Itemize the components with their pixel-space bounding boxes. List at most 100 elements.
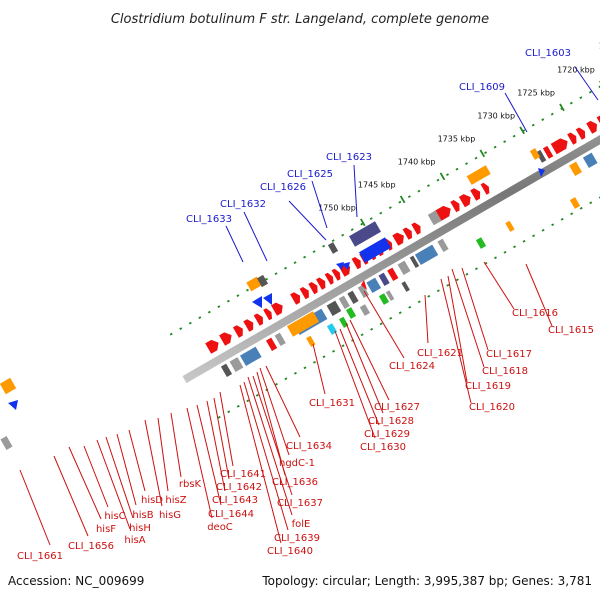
scale-dot xyxy=(246,399,250,403)
gene-label-red: hisH xyxy=(129,523,151,534)
scale-dot xyxy=(341,233,345,237)
gene-block xyxy=(378,272,390,286)
scale-dot xyxy=(427,294,431,298)
gene-arrow-forward xyxy=(308,282,318,295)
leader-line xyxy=(483,261,515,310)
gene-arrow-forward xyxy=(450,200,460,213)
leader-line xyxy=(353,164,358,218)
scale-dot xyxy=(455,167,459,171)
scale-dot xyxy=(389,316,393,320)
tick-label: 1730 kbp xyxy=(477,111,515,120)
scale-dot xyxy=(503,140,507,144)
gene-block xyxy=(359,304,370,316)
gene-block xyxy=(569,161,582,176)
scale-dot xyxy=(293,371,297,375)
leader-line xyxy=(196,404,222,506)
gene-label-red: CLI_1619 xyxy=(465,381,511,392)
scale-dot xyxy=(407,195,411,199)
leader-line xyxy=(447,275,468,383)
gene-block xyxy=(240,346,262,366)
gene-block xyxy=(569,197,581,209)
leader-line xyxy=(574,66,599,101)
leader-line xyxy=(311,180,328,229)
scale-dot xyxy=(503,250,507,254)
gene-label-red: CLI_1630 xyxy=(360,442,406,453)
gene-label-red: hisD xyxy=(141,495,163,506)
leader-line xyxy=(83,445,109,508)
gene-label-red: hisC xyxy=(104,511,125,522)
scale-dot xyxy=(579,206,583,210)
gene-arrow-reverse xyxy=(538,168,545,177)
gene-label-red: CLI_1621 xyxy=(417,348,463,359)
gene-arrow-forward xyxy=(596,115,600,124)
leader-line xyxy=(339,328,380,426)
gene-arrow-forward xyxy=(232,325,243,338)
accession-text: Accession: NC_009699 xyxy=(8,574,144,588)
tick-label: 1750 kbp xyxy=(318,203,356,212)
gene-label-red: CLI_1634 xyxy=(286,441,332,452)
gene-label-red: CLI_1624 xyxy=(389,361,435,372)
gene-label-red: CLI_1640 xyxy=(267,546,313,557)
leader-line xyxy=(243,381,289,531)
map-title: Clostridium botulinum F str. Langeland, … xyxy=(111,12,489,27)
scale-dot xyxy=(217,305,221,309)
gene-label-red: CLI_1617 xyxy=(486,349,532,360)
gene-block xyxy=(427,210,442,226)
gene-arrow-forward xyxy=(263,308,273,321)
gene-label-red: folE xyxy=(292,519,311,530)
tick-mark xyxy=(399,195,406,204)
gene-block xyxy=(366,277,382,293)
leader-line xyxy=(157,417,169,492)
scale-dot xyxy=(360,222,364,226)
gene-label-red: CLI_1661 xyxy=(17,551,63,562)
gene-block xyxy=(326,300,342,316)
scale-dot xyxy=(588,90,592,94)
scale-dot xyxy=(350,228,354,232)
gene-label-blue: CLI_1623 xyxy=(326,152,372,163)
gene-label-blue: CLI_1625 xyxy=(287,169,333,180)
gene-label-red: rbsK xyxy=(179,479,202,490)
leader-line xyxy=(213,397,230,480)
tick-mark xyxy=(519,126,525,135)
scale-dot xyxy=(417,300,421,304)
gene-label-red: CLI_1628 xyxy=(368,416,414,427)
scale-dot xyxy=(445,173,449,177)
scale-dot xyxy=(198,316,202,320)
scale-dot xyxy=(436,178,440,182)
gene-arrow-forward xyxy=(458,194,471,208)
scale-dot xyxy=(274,272,278,276)
leader-line xyxy=(288,200,327,241)
leader-line xyxy=(96,439,131,530)
gene-label-red: CLI_1629 xyxy=(364,429,410,440)
gene-arrow-forward xyxy=(411,222,421,235)
gene-label-blue: CLI_1603 xyxy=(525,48,571,59)
scale-dot xyxy=(446,283,450,287)
gene-label-red: CLI_1642 xyxy=(216,482,262,493)
gene-label-red: CLI_1641 xyxy=(220,469,266,480)
scale-dot xyxy=(217,415,221,419)
gene-block xyxy=(359,237,391,263)
scale-dot xyxy=(522,239,526,243)
leader-line xyxy=(53,455,89,537)
leader-line xyxy=(206,400,226,492)
gene-arrow-forward xyxy=(324,272,334,285)
scale-dot xyxy=(284,266,288,270)
genome-summary-text: Topology: circular; Length: 3,995,387 bp… xyxy=(261,574,592,588)
scale-dot xyxy=(512,134,516,138)
leader-line xyxy=(144,419,163,507)
scale-dot xyxy=(589,201,593,205)
scale-dot xyxy=(398,311,402,315)
gene-block xyxy=(0,436,13,450)
leader-line xyxy=(461,267,489,351)
leader-line xyxy=(219,391,234,467)
gene-label-red: CLI_1656 xyxy=(68,541,114,552)
gene-block xyxy=(347,290,359,304)
tick-mark xyxy=(439,172,446,181)
scale-dot xyxy=(379,211,383,215)
scale-dot xyxy=(303,366,307,370)
gene-arrow-forward xyxy=(219,332,232,346)
leader-line xyxy=(105,436,134,519)
scale-dot xyxy=(493,256,497,260)
tick-label: 1715 kbp xyxy=(599,41,600,50)
